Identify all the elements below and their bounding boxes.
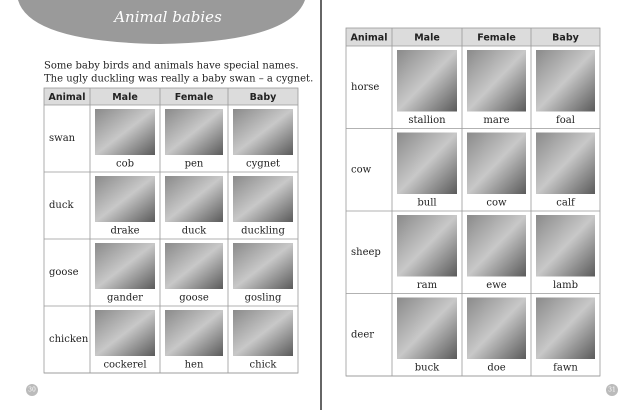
baby-name-label: hen — [185, 360, 204, 371]
baby-name-label: gander — [107, 293, 143, 304]
photo — [233, 243, 293, 289]
photo — [165, 310, 223, 356]
table-header-bg — [346, 28, 600, 46]
photo — [536, 215, 595, 277]
column-header: Female — [477, 33, 516, 44]
baby-name-label: lamb — [553, 280, 578, 291]
photo — [536, 50, 595, 112]
animal-name: duck — [49, 200, 74, 211]
page-title: Animal babies — [112, 8, 222, 26]
baby-name-label: chick — [250, 360, 278, 371]
column-header: Baby — [250, 92, 277, 103]
baby-name-label: drake — [110, 226, 139, 237]
photo — [536, 297, 595, 359]
animal-name: cow — [351, 164, 372, 175]
baby-name-label: fawn — [553, 363, 578, 374]
column-header: Animal — [351, 33, 388, 44]
photo — [233, 176, 293, 222]
column-header: Male — [112, 92, 138, 103]
baby-name-label: goose — [179, 293, 209, 304]
animal-name: goose — [49, 267, 79, 278]
baby-name-label: mare — [483, 115, 509, 126]
header-band — [18, 0, 305, 44]
baby-name-label: stallion — [408, 115, 446, 126]
photo — [233, 109, 293, 155]
baby-name-label: doe — [487, 363, 505, 374]
photo — [397, 297, 457, 359]
column-header: Animal — [49, 92, 86, 103]
baby-name-label: foal — [556, 115, 575, 126]
baby-name-label: cockerel — [103, 360, 146, 371]
baby-name-label: buck — [415, 363, 440, 374]
photo — [165, 243, 223, 289]
photo — [165, 109, 223, 155]
page-number: 30 — [28, 387, 36, 394]
animal-name: swan — [49, 133, 76, 144]
page-number: 31 — [608, 387, 616, 394]
animal-name: horse — [351, 82, 379, 93]
baby-name-label: cow — [486, 198, 507, 209]
animal-name: sheep — [351, 247, 381, 258]
photo — [467, 215, 526, 277]
column-header: Baby — [552, 33, 579, 44]
photo — [467, 50, 526, 112]
baby-name-label: gosling — [245, 293, 282, 304]
photo — [95, 109, 155, 155]
photo — [233, 310, 293, 356]
table-border — [345, 27, 601, 377]
page-number-badge — [26, 384, 38, 396]
photo — [536, 132, 595, 194]
photo — [397, 215, 457, 277]
intro-line: Some baby birds and animals have special… — [44, 61, 299, 72]
baby-name-label: duck — [182, 226, 207, 237]
column-header: Male — [414, 33, 440, 44]
baby-name-label: cob — [116, 159, 134, 170]
photo — [467, 132, 526, 194]
baby-name-label: duckling — [241, 226, 285, 237]
photo — [467, 297, 526, 359]
photo — [95, 310, 155, 356]
baby-name-label: cygnet — [246, 159, 280, 170]
baby-name-label: pen — [185, 159, 204, 170]
baby-name-label: calf — [556, 198, 576, 209]
table-border — [43, 87, 299, 374]
photo — [95, 176, 155, 222]
photo — [397, 132, 457, 194]
animal-name: chicken — [49, 334, 89, 345]
photo — [165, 176, 223, 222]
animal-name: deer — [351, 329, 374, 340]
photo — [397, 50, 457, 112]
column-header: Female — [175, 92, 214, 103]
baby-name-label: bull — [417, 198, 436, 209]
baby-name-label: ram — [417, 280, 438, 291]
photo — [95, 243, 155, 289]
table-header-bg — [44, 88, 298, 105]
page-number-badge — [606, 384, 618, 396]
intro-line: The ugly duckling was really a baby swan… — [44, 74, 313, 85]
baby-name-label: ewe — [486, 280, 506, 291]
